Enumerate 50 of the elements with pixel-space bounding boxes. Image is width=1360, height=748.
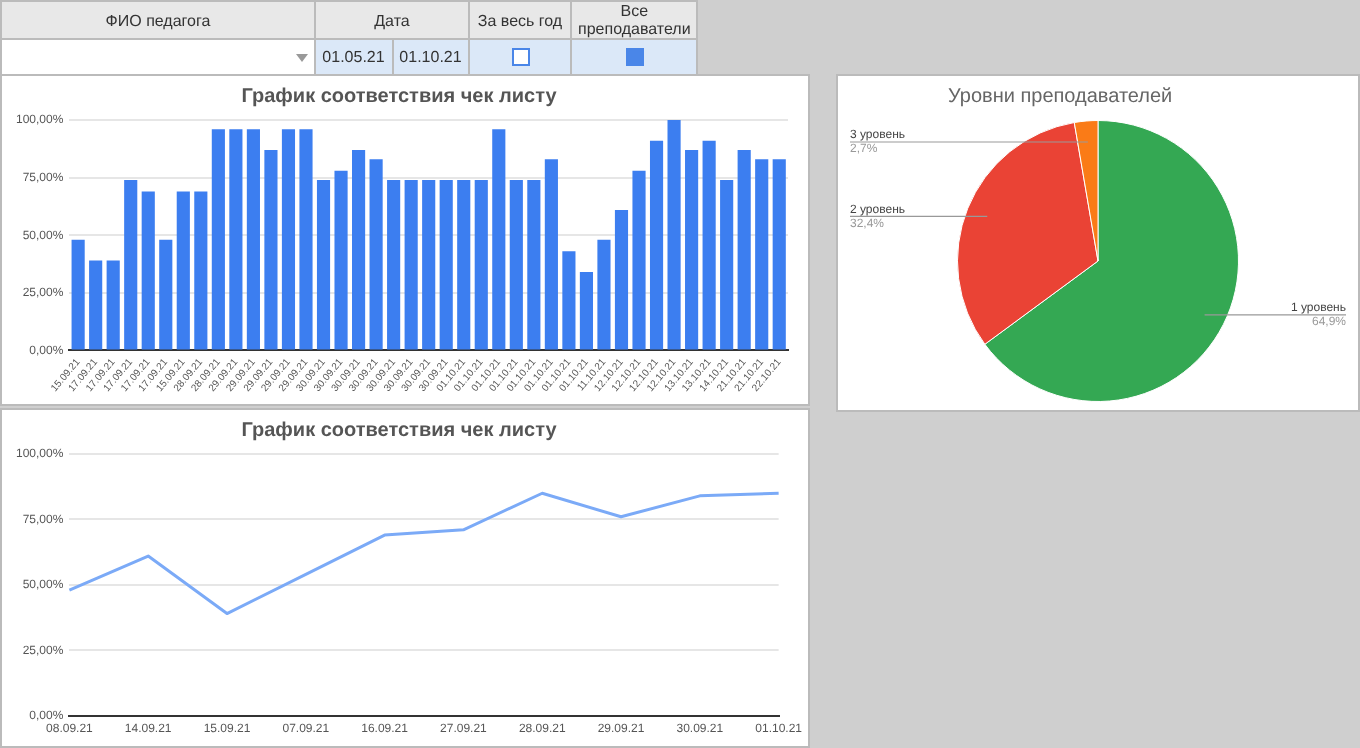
bar [439, 179, 453, 350]
chart-title: График соответствия чек листу [241, 419, 558, 442]
bar [89, 260, 103, 350]
bar [667, 120, 681, 350]
bar [755, 159, 769, 350]
bar [597, 239, 611, 350]
bar [246, 129, 260, 350]
bar [281, 129, 296, 350]
bar [649, 140, 664, 350]
chart-title: Уровни преподавателей [948, 85, 1173, 108]
bar [632, 170, 646, 350]
bar [352, 149, 366, 350]
bar [492, 129, 506, 350]
bar [457, 179, 471, 350]
bar [404, 179, 418, 350]
bar [106, 260, 120, 350]
text: За весь год [469, 1, 571, 39]
bar [299, 129, 313, 350]
bar [369, 159, 383, 350]
bar [422, 179, 436, 350]
bar [229, 129, 243, 350]
bar [211, 129, 225, 350]
bar [720, 179, 734, 350]
chart-title: График соответствия чек листу [241, 85, 558, 108]
bar [544, 159, 558, 350]
bar [387, 179, 401, 350]
text: Дата [315, 1, 469, 39]
bar [702, 140, 716, 350]
bar [737, 149, 751, 350]
bar [159, 239, 173, 350]
bar [474, 179, 488, 350]
bar [685, 149, 699, 350]
bar [194, 191, 208, 350]
text: 01.10.21 [392, 39, 469, 75]
text: 01.05.21 [315, 39, 392, 75]
bar [562, 251, 576, 350]
bar [579, 272, 594, 350]
bar [334, 170, 348, 350]
bar [527, 179, 541, 350]
bar [316, 179, 331, 350]
bar [71, 239, 85, 350]
bar [264, 149, 278, 350]
bar [124, 179, 138, 350]
bar [141, 191, 155, 350]
text: Все преподаватели [571, 1, 698, 39]
bar [614, 209, 629, 350]
bar [176, 191, 190, 350]
bar [509, 179, 523, 350]
bar [772, 159, 786, 350]
text: ФИО педагога [1, 1, 315, 39]
